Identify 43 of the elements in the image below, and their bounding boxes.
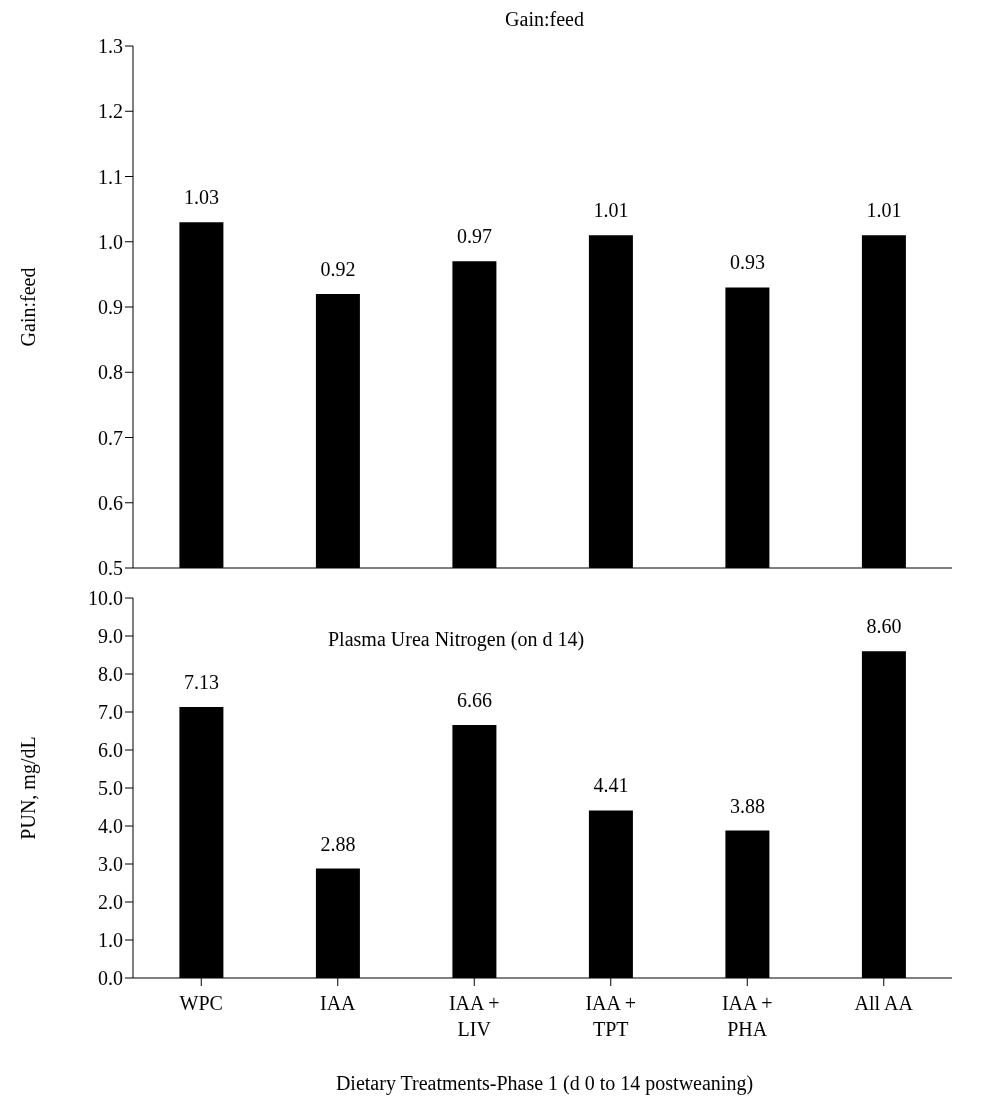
data-label: 7.13 xyxy=(183,671,219,694)
data-label: 4.41 xyxy=(593,774,629,797)
y-tick-label: 4.0 xyxy=(98,815,123,838)
data-label: 1.01 xyxy=(866,199,902,222)
y-tick-label: 1.0 xyxy=(98,230,123,253)
y-tick-label: 5.0 xyxy=(98,777,123,800)
data-label: 1.01 xyxy=(593,199,629,222)
text: Plasma Urea Nitrogen (on d 14) xyxy=(328,628,585,651)
y-tick-label: 0.8 xyxy=(98,361,123,384)
y-axis-title: PUN, mg/dL xyxy=(17,736,41,840)
y-tick-label: 9.0 xyxy=(98,625,123,648)
x-tick-label: IAA + PHA xyxy=(721,992,773,1040)
data-label: 0.93 xyxy=(729,251,765,274)
data-label: 2.88 xyxy=(320,832,356,855)
y-tick-label: 8.0 xyxy=(98,663,123,686)
y-tick-label: 0.0 xyxy=(98,967,123,990)
y-axis-title: Gain:feed xyxy=(17,267,40,347)
y-tick-label: 2.0 xyxy=(98,891,123,914)
data-label: 1.03 xyxy=(183,186,219,209)
x-tick-label: IAA + TPT xyxy=(585,992,637,1040)
data-label: 8.60 xyxy=(866,615,902,638)
y-tick-label: 0.7 xyxy=(98,426,123,449)
x-tick-label: All AA xyxy=(854,992,914,1014)
y-tick-label: 0.6 xyxy=(98,491,123,514)
y-tick-label: 10.0 xyxy=(88,587,123,610)
y-tick-label: 1.3 xyxy=(98,35,123,58)
x-axis-title: Dietary Treatments-Phase 1 (d 0 to 14 postweaning) xyxy=(334,1072,755,1095)
y-tick-label: 1.2 xyxy=(98,100,123,123)
y-tick-label: 3.0 xyxy=(98,853,123,876)
data-label: 0.92 xyxy=(320,257,356,280)
y-tick-label: 1.1 xyxy=(98,165,123,188)
x-tick-label: IAA xyxy=(319,992,357,1014)
x-tick-label: WPC xyxy=(179,992,223,1014)
y-tick-label: 1.0 xyxy=(98,929,123,952)
y-tick-label: 0.5 xyxy=(98,557,123,580)
y-tick-label: 6.0 xyxy=(98,739,123,762)
x-tick-label: IAA + LIV xyxy=(448,992,500,1040)
data-label: 3.88 xyxy=(729,794,765,817)
y-tick-label: 7.0 xyxy=(98,701,123,724)
y-tick-label: 0.9 xyxy=(98,296,123,319)
data-label: 0.97 xyxy=(456,225,492,248)
chart-title: Gain:feed xyxy=(505,8,584,30)
data-label: 6.66 xyxy=(456,688,492,711)
